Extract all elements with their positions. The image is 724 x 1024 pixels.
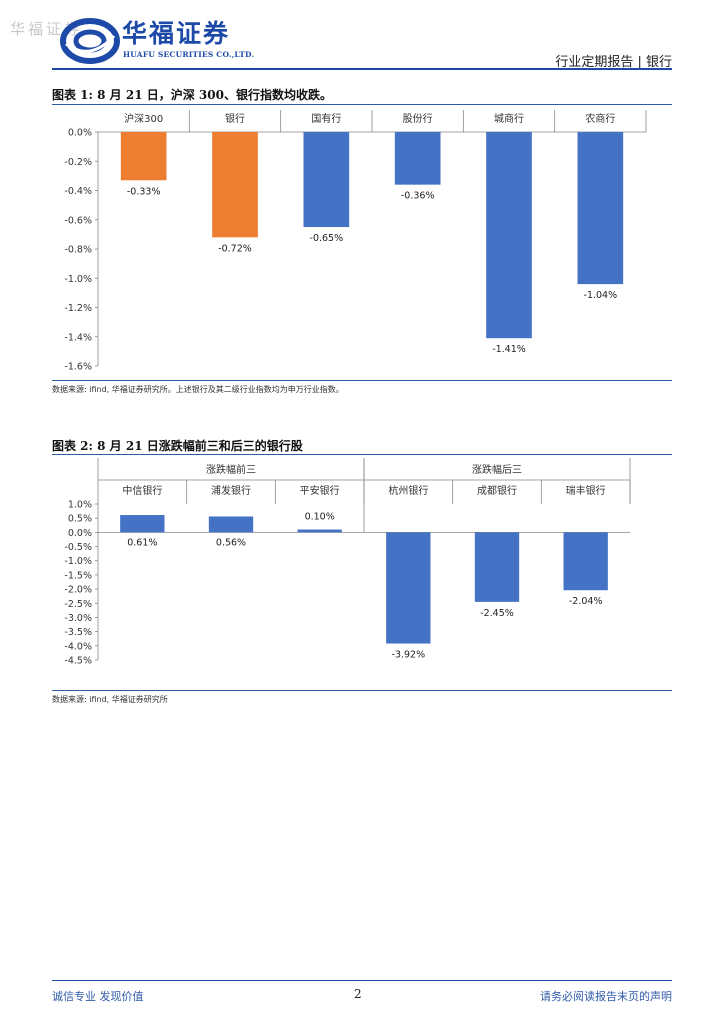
y-tick-label: -1.0% <box>64 274 92 285</box>
y-tick-label: -2.5% <box>64 599 92 610</box>
footer-slogan: 诚信专业 发现价值 <box>52 990 144 1003</box>
y-tick-label: -1.6% <box>64 362 92 373</box>
logo-text-cn: 华福证券 <box>122 19 231 48</box>
group-label: 涨跌幅前三 <box>206 463 256 476</box>
bar <box>486 132 532 339</box>
y-tick-label: -4.5% <box>64 656 92 667</box>
y-tick-label: -2.0% <box>64 585 92 596</box>
value-label: -0.72% <box>218 243 252 254</box>
chart-svg: 0.0% -0.2% -0.4% -0.6% -0.8% -1.0% -1.2% -1.4% -… <box>64 110 647 373</box>
category-label: 中信银行 <box>122 484 162 497</box>
y-tick-label: -3.5% <box>64 627 92 638</box>
bar <box>120 132 167 181</box>
category-label: 杭州银行 <box>388 484 428 497</box>
category-label: 成都银行 <box>477 484 517 497</box>
page-number: 2 <box>354 987 362 1001</box>
category-label: 农商行 <box>585 112 615 125</box>
category-label: 城商行 <box>494 112 524 125</box>
y-tick-label: 0.5% <box>68 514 92 525</box>
y-tick-label: -0.2% <box>64 157 92 168</box>
value-label: -3.92% <box>392 650 426 661</box>
bar <box>303 132 350 228</box>
y-tick-label: -3.0% <box>64 613 92 624</box>
bar <box>208 516 254 533</box>
figure1-chart: 0.0% -0.2% -0.4% -0.6% -0.8% -1.0% -1.2% -1.4% -… <box>52 106 672 382</box>
figure2-bottom-rule <box>52 690 672 691</box>
footer-divider <box>52 980 672 981</box>
y-tick-label: -1.0% <box>64 556 92 567</box>
figure2-source: 数据来源: ifind, 华福证券研究所 <box>52 695 168 704</box>
value-label: -0.33% <box>127 186 161 197</box>
y-tick-label: -0.8% <box>64 245 92 256</box>
value-label: -2.45% <box>480 608 514 619</box>
y-tick-label: 0.0% <box>68 128 92 139</box>
value-label: -0.36% <box>401 191 435 202</box>
bar <box>212 132 258 238</box>
footer-disclaimer: 请务必阅读报告末页的声明 <box>540 990 672 1003</box>
figure1-bottom-rule <box>52 380 672 381</box>
bar <box>394 132 441 185</box>
category-label: 股份行 <box>403 112 433 125</box>
bar <box>577 132 624 285</box>
y-tick-label: 0.0% <box>68 528 92 539</box>
figure2-title: 图表 2: 8 月 21 日涨跌幅前三和后三的银行股 <box>52 439 303 453</box>
bar <box>297 529 342 533</box>
y-tick-label: 1.0% <box>68 500 92 511</box>
category-label: 浦发银行 <box>211 484 251 497</box>
y-tick-label: -0.6% <box>64 215 92 226</box>
company-logo: 华福证券 HUAFU SECURITIES CO.,LTD. <box>60 14 270 70</box>
value-label: 0.10% <box>305 512 335 523</box>
logo-emblem-icon <box>60 18 120 64</box>
figure2-chart: 1.0% 0.5% 0.0% -0.5% -1.0% -1.5% -2.0% -2.5% -3.… <box>52 456 672 692</box>
logo-text-en: HUAFU SECURITIES CO.,LTD. <box>123 50 255 59</box>
category-label: 银行 <box>225 112 245 125</box>
header-divider <box>52 68 672 70</box>
value-label: -1.04% <box>584 290 618 301</box>
value-label: -0.65% <box>310 233 344 244</box>
y-tick-label: -1.2% <box>64 303 92 314</box>
chart-svg: 1.0% 0.5% 0.0% -0.5% -1.0% -1.5% -2.0% -2.5% -3.… <box>64 458 631 667</box>
figure1-title: 图表 1: 8 月 21 日，沪深 300、银行指数均收跌。 <box>52 88 332 102</box>
category-label: 瑞丰银行 <box>566 484 606 497</box>
group-label: 涨跌幅后三 <box>472 463 522 476</box>
bar <box>120 515 165 533</box>
y-tick-label: -0.5% <box>64 542 92 553</box>
bar <box>386 532 431 644</box>
category-label: 平安银行 <box>300 484 340 497</box>
bar <box>474 532 520 602</box>
y-tick-label: -4.0% <box>64 641 92 652</box>
value-label: -2.04% <box>569 596 603 607</box>
y-tick-label: -0.4% <box>64 186 92 197</box>
value-label: 0.61% <box>127 537 157 548</box>
figure1-top-rule <box>52 104 672 105</box>
report-type-label: 行业定期报告 | 银行 <box>555 55 672 70</box>
category-label: 沪深300 <box>124 112 163 125</box>
category-label: 国有行 <box>311 112 341 125</box>
value-label: -1.41% <box>492 344 526 355</box>
bar <box>563 532 608 591</box>
y-tick-label: -1.5% <box>64 570 92 581</box>
figure2-top-rule <box>52 454 672 455</box>
y-tick-label: -1.4% <box>64 332 92 343</box>
value-label: 0.56% <box>216 537 246 548</box>
figure1-source: 数据来源: ifind, 华福证券研究所。上述银行及其二级行业指数均为申万行业指… <box>52 385 344 394</box>
